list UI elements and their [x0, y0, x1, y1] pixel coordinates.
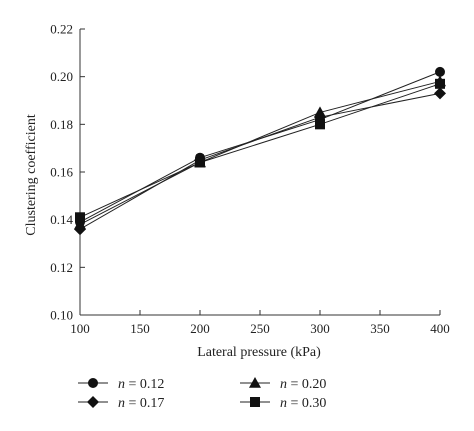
legend-value: = 0.17 [125, 396, 164, 411]
legend-label: n = 0.12 [118, 377, 164, 392]
data-point-triangle [314, 106, 326, 118]
series-line-triangle [79, 80, 441, 225]
series-line-circle [79, 71, 441, 223]
chart-legend: n = 0.12n = 0.17n = 0.20n = 0.30 [78, 377, 326, 411]
data-point-circle [435, 66, 445, 77]
legend-marker-square [250, 397, 260, 407]
data-point-square [195, 157, 205, 168]
series-line-diamond [79, 92, 441, 230]
y-tick-label: 0.22 [50, 22, 73, 37]
y-tick-label: 0.12 [50, 260, 73, 275]
y-axis-label: Clustering coefficient [24, 114, 39, 236]
series-lines [79, 71, 441, 230]
data-point-square [435, 78, 445, 89]
x-tick-label: 250 [250, 321, 270, 336]
legend-item-diamond: n = 0.17 [78, 396, 164, 411]
chart-axes: 100 150 200 250 300 350 400 0.10 0.12 0.14 0.16 0.1… [50, 22, 450, 337]
legend-variable: n [280, 396, 287, 411]
x-tick-label: 350 [370, 321, 390, 336]
legend-item-triangle: n = 0.20 [240, 377, 326, 392]
x-axis-label: Lateral pressure (kPa) [197, 345, 321, 360]
legend-variable: n [118, 396, 125, 411]
legend-value: = 0.20 [287, 377, 326, 392]
data-point-triangle [74, 218, 86, 230]
y-tick-label: 0.20 [50, 69, 73, 84]
data-point-diamond [434, 87, 446, 100]
legend-value: = 0.12 [125, 377, 164, 392]
legend-label: n = 0.20 [280, 377, 326, 392]
legend-marker-diamond [87, 396, 99, 408]
x-tick-label: 150 [130, 321, 150, 336]
series-markers [74, 66, 446, 236]
data-point-square [315, 119, 325, 130]
legend-item-circle: n = 0.12 [78, 377, 164, 392]
x-tick-label: 100 [70, 321, 90, 336]
legend-value: = 0.30 [287, 396, 326, 411]
legend-label: n = 0.17 [118, 396, 164, 411]
y-tick-label: 0.14 [50, 212, 73, 227]
y-tick-label: 0.16 [50, 165, 73, 180]
legend-label: n = 0.30 [280, 396, 326, 411]
y-tick-label: 0.18 [50, 117, 73, 132]
data-point-square [75, 212, 85, 223]
legend-variable: n [280, 377, 287, 392]
x-tick-label: 400 [430, 321, 450, 336]
y-tick-label: 0.10 [50, 308, 73, 323]
legend-item-square: n = 0.30 [240, 396, 326, 411]
legend-variable: n [118, 377, 125, 392]
x-tick-label: 200 [190, 321, 210, 336]
x-tick-label: 300 [310, 321, 330, 336]
series-line-square [79, 83, 441, 218]
legend-marker-circle [88, 378, 98, 388]
legend-marker-triangle [249, 377, 261, 388]
